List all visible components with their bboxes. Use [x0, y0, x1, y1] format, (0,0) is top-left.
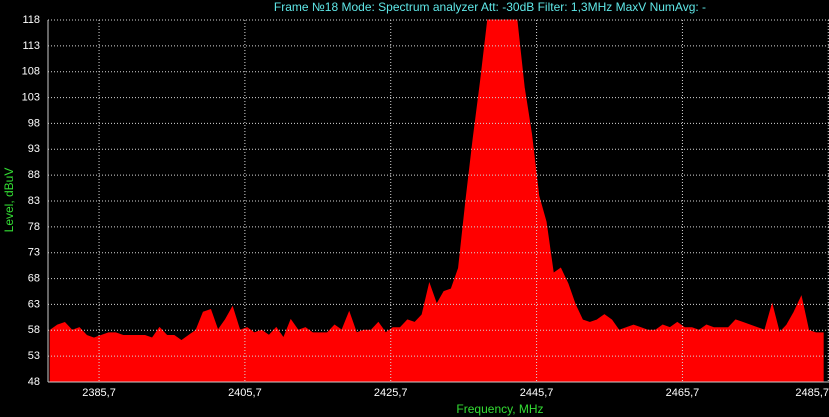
- y-tick-label: 88: [28, 169, 40, 181]
- y-tick-label: 113: [22, 40, 40, 52]
- y-tick-label: 58: [28, 324, 40, 336]
- x-tick-label: 2405,7: [228, 387, 262, 399]
- y-tick-label: 103: [22, 91, 40, 103]
- y-tick-label: 48: [28, 376, 40, 388]
- y-tick-label: 108: [22, 66, 40, 78]
- x-axis-label: Frequency, MHz: [456, 402, 543, 416]
- x-tick-label: 2445,7: [520, 387, 554, 399]
- y-tick-label: 63: [28, 298, 40, 310]
- y-tick-label: 83: [28, 195, 40, 207]
- y-tick-label: 93: [28, 143, 40, 155]
- y-tick-label: 78: [28, 221, 40, 233]
- y-tick-label: 68: [28, 272, 40, 284]
- spectrum-area: [49, 19, 824, 383]
- x-tick-label: 2425,7: [374, 387, 408, 399]
- x-tick-label: 2465,7: [666, 387, 700, 399]
- x-tick-label: 2485,7: [795, 387, 829, 399]
- y-tick-label: 98: [28, 117, 40, 129]
- y-tick-label: 73: [28, 247, 40, 259]
- x-tick-label: 2385,7: [82, 387, 116, 399]
- y-tick-label: 118: [22, 14, 40, 26]
- y-axis-label: Level, dBuV: [2, 168, 16, 233]
- chart-title: Frame №18 Mode: Spectrum analyzer Att: -…: [274, 0, 706, 14]
- y-tick-label: 53: [28, 350, 40, 362]
